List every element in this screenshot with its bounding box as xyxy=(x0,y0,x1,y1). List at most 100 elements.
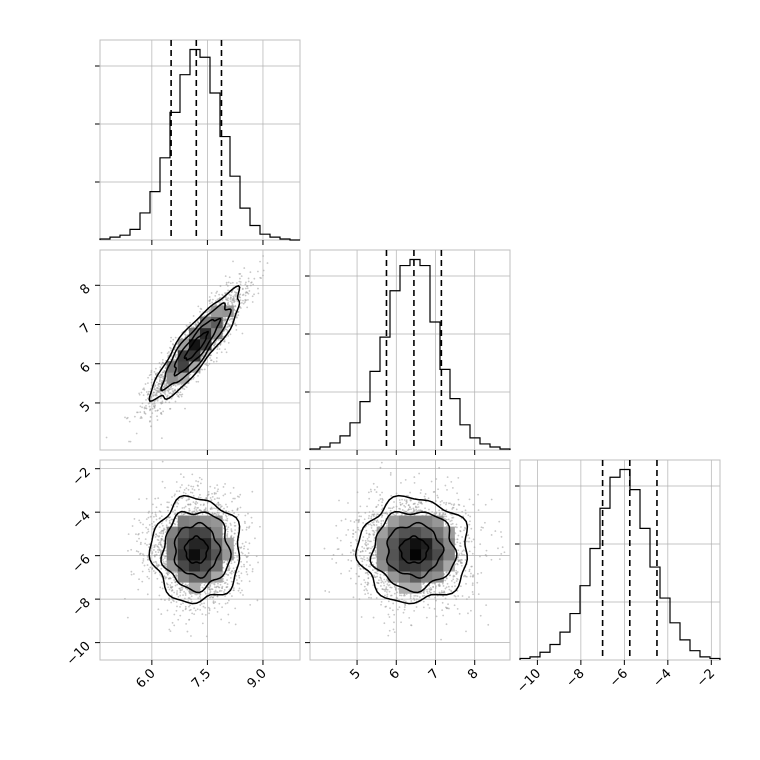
scatter-point xyxy=(231,318,234,321)
scatter-point xyxy=(235,293,237,296)
scatter-point xyxy=(234,304,237,307)
scatter-point xyxy=(153,386,155,389)
scatter-point xyxy=(234,295,237,298)
scatter-point xyxy=(166,583,169,586)
scatter-point xyxy=(164,531,167,533)
scatter-point xyxy=(227,526,230,529)
scatter-point xyxy=(159,376,161,379)
scatter-point xyxy=(154,560,157,563)
scatter-point xyxy=(188,605,190,608)
scatter-point xyxy=(247,292,250,295)
scatter-point xyxy=(230,294,232,297)
scatter-point xyxy=(192,485,195,488)
scatter-point xyxy=(207,510,210,513)
scatter-point xyxy=(220,589,223,592)
scatter-point xyxy=(222,566,225,569)
scatter-point xyxy=(189,373,192,376)
scatter-point xyxy=(130,570,133,573)
scatter-point xyxy=(174,493,176,496)
scatter-point xyxy=(226,579,228,581)
scatter-point xyxy=(178,393,181,396)
scatter-point xyxy=(246,291,248,294)
scatter-point xyxy=(216,591,219,594)
scatter-point xyxy=(157,497,160,500)
scatter-point xyxy=(230,580,233,583)
panel-frame xyxy=(309,249,511,451)
scatter-point xyxy=(154,410,157,412)
scatter-point xyxy=(236,316,238,319)
scatter-point xyxy=(209,590,212,593)
scatter-point xyxy=(187,600,190,603)
scatter-point xyxy=(203,368,206,371)
scatter-point xyxy=(233,512,235,515)
scatter-point xyxy=(177,502,180,505)
scatter-point xyxy=(152,528,155,530)
scatter-point xyxy=(199,310,201,313)
scatter-point xyxy=(216,290,218,293)
scatter-point xyxy=(155,518,158,521)
scatter-point xyxy=(141,406,143,409)
scatter-point xyxy=(152,391,155,394)
scatter-point xyxy=(223,589,226,591)
scatter-point xyxy=(216,484,219,487)
scatter-point xyxy=(160,522,163,525)
scatter-point xyxy=(158,385,160,388)
scatter-point xyxy=(243,547,245,550)
scatter-point xyxy=(225,515,228,518)
scatter-point xyxy=(231,281,234,284)
density-cell xyxy=(188,338,201,351)
scatter-point xyxy=(140,391,143,394)
scatter-point xyxy=(127,533,130,536)
scatter-point xyxy=(159,383,162,386)
scatter-point xyxy=(176,593,178,596)
density-cell xyxy=(177,338,190,351)
scatter-point xyxy=(193,376,195,379)
scatter-point xyxy=(219,503,222,506)
scatter-point xyxy=(199,604,202,606)
scatter-point xyxy=(189,608,192,611)
scatter-point xyxy=(146,575,149,578)
scatter-point xyxy=(239,273,242,275)
scatter-point xyxy=(198,476,201,479)
scatter-point xyxy=(238,546,241,549)
scatter-point xyxy=(181,586,184,589)
scatter-point xyxy=(190,485,193,488)
scatter-point xyxy=(190,600,193,603)
scatter-point xyxy=(183,590,185,593)
scatter-point xyxy=(248,580,251,583)
panel-frame xyxy=(99,39,301,241)
scatter-point xyxy=(259,260,261,263)
scatter-point xyxy=(228,293,231,296)
scatter-point xyxy=(154,544,157,546)
scatter-point xyxy=(245,528,248,531)
scatter-point xyxy=(166,389,169,392)
scatter-point xyxy=(160,515,163,518)
scatter-point xyxy=(183,489,186,491)
scatter-point xyxy=(173,522,176,525)
scatter-point xyxy=(194,324,197,327)
scatter-point xyxy=(205,635,208,638)
scatter-point xyxy=(199,608,202,611)
scatter-point xyxy=(138,519,141,522)
scatter-point xyxy=(145,405,147,407)
scatter-point xyxy=(237,589,240,592)
scatter-point xyxy=(216,511,219,514)
scatter-point xyxy=(235,328,238,331)
scatter-point xyxy=(177,391,180,394)
scatter-point xyxy=(236,507,239,510)
scatter-point xyxy=(239,281,242,283)
scatter-point xyxy=(161,380,164,383)
scatter-point xyxy=(143,554,145,557)
scatter-point xyxy=(169,516,171,519)
scatter-point xyxy=(158,531,161,534)
scatter-point xyxy=(139,417,142,420)
scatter-point xyxy=(241,589,243,592)
scatter-point xyxy=(157,382,160,385)
scatter-point xyxy=(226,530,229,533)
scatter-point xyxy=(174,336,177,339)
scatter-point xyxy=(222,294,224,297)
scatter-point xyxy=(153,515,155,518)
scatter-point xyxy=(170,349,173,352)
scatter-point xyxy=(193,489,196,491)
scatter-point xyxy=(190,326,193,328)
